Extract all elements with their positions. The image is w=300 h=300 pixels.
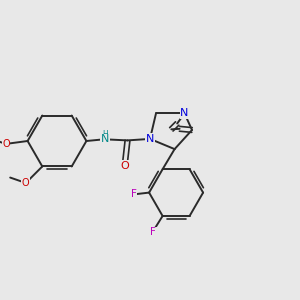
Text: O: O bbox=[22, 178, 30, 188]
Text: O: O bbox=[121, 160, 130, 171]
Text: F: F bbox=[130, 189, 136, 199]
Text: N: N bbox=[180, 108, 189, 118]
Text: H: H bbox=[102, 130, 108, 139]
Text: N: N bbox=[146, 134, 154, 144]
Text: O: O bbox=[2, 139, 10, 149]
Text: N: N bbox=[101, 134, 109, 145]
Text: F: F bbox=[150, 227, 156, 238]
